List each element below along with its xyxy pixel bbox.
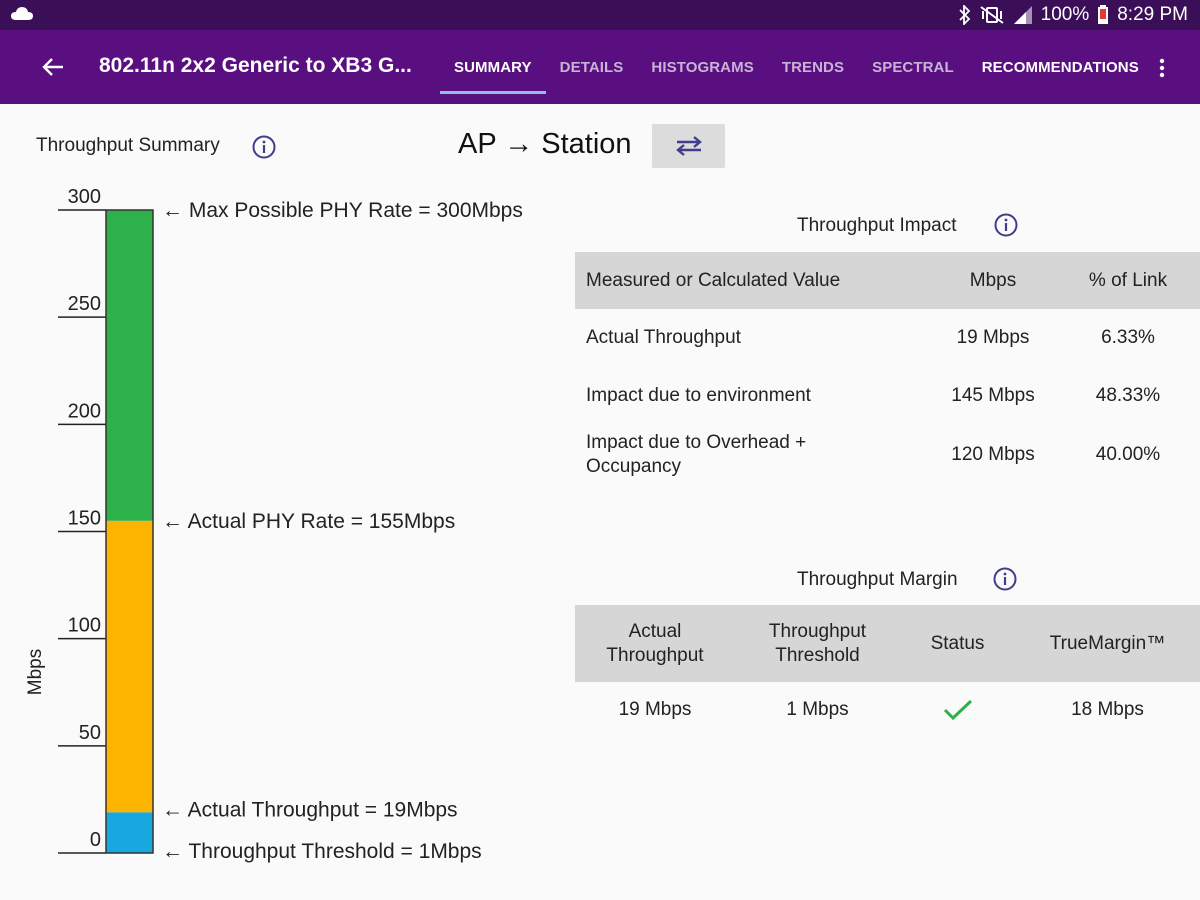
column-header: Actual Throughput — [606, 620, 704, 666]
overflow-menu-button[interactable] — [1148, 54, 1176, 82]
bar-outline — [105, 209, 154, 854]
y-tick-label: 150 — [68, 508, 101, 530]
battery-percent: 100% — [1040, 4, 1090, 25]
cloud-icon — [11, 7, 33, 20]
row-label: Impact due to environment — [586, 385, 811, 406]
y-tick-label: 300 — [68, 186, 101, 208]
tab-details[interactable]: DETAILS — [559, 58, 624, 76]
row-label: Impact due to Overhead + Occupancy — [586, 432, 807, 477]
more-vertical-icon — [1159, 58, 1165, 78]
y-tick-label: 0 — [90, 829, 101, 851]
bar-segment — [106, 520, 153, 813]
row-percent: 40.00% — [1095, 444, 1161, 465]
bar-segment — [106, 812, 153, 853]
status-cell — [900, 698, 1015, 722]
row-mbps: 19 Mbps — [956, 327, 1030, 348]
y-tick-label: 250 — [68, 293, 101, 315]
column-header: Status — [930, 632, 985, 654]
app-bar: 802.11n 2x2 Generic to XB3 G... SUMMARY … — [0, 30, 1200, 104]
table-row: Impact due to Overhead + Occupancy 120 M… — [575, 425, 1200, 485]
info-icon[interactable] — [252, 135, 276, 159]
table-row: Impact due to environment 145 Mbps 48.33… — [575, 367, 1200, 425]
column-header: % of Link — [1088, 269, 1168, 291]
tab-recommendations[interactable]: RECOMMENDATIONS — [981, 58, 1139, 76]
checkmark-icon — [943, 699, 972, 721]
swap-direction-button[interactable] — [652, 124, 725, 168]
tab-histograms[interactable]: HISTOGRAMS — [651, 58, 754, 76]
column-header: Throughput Threshold — [768, 620, 867, 666]
signal-icon — [1013, 6, 1032, 24]
column-header: TrueMargin™ — [1049, 632, 1166, 654]
chart-annotation: ← Max Possible PHY Rate = 300Mbps — [162, 199, 523, 222]
y-tick-label: 50 — [79, 722, 101, 744]
column-header: Measured or Calculated Value — [586, 269, 841, 291]
row-label: Actual Throughput — [586, 327, 741, 348]
y-tick-label: 200 — [68, 400, 101, 422]
info-icon[interactable] — [994, 213, 1018, 237]
bar-segment — [106, 210, 153, 521]
tab-bar: SUMMARY DETAILS HISTOGRAMS TRENDS SPECTR… — [440, 30, 1153, 104]
y-axis-label: Mbps — [25, 649, 46, 695]
table-header: Measured or Calculated Value Mbps % of L… — [575, 252, 1200, 309]
threshold-value: 1 Mbps — [786, 699, 849, 720]
swap-arrows-icon — [675, 136, 702, 156]
column-header: Mbps — [969, 269, 1017, 291]
y-tick-label: 100 — [68, 615, 101, 637]
page-title: 802.11n 2x2 Generic to XB3 G... — [99, 54, 412, 77]
battery-icon — [1098, 5, 1109, 24]
status-bar: 100% 8:29 PM — [0, 0, 1200, 30]
throughput-impact-table: Measured or Calculated Value Mbps % of L… — [575, 252, 1200, 485]
throughput-impact-title: Throughput Impact — [797, 215, 957, 236]
vibrate-mute-icon — [980, 6, 1004, 24]
table-row: 19 Mbps 1 Mbps 18 Mbps — [575, 682, 1200, 738]
throughput-summary-title: Throughput Summary — [36, 135, 220, 156]
clock: 8:29 PM — [1117, 4, 1188, 25]
direction-label: AP → Station — [458, 128, 632, 160]
back-button[interactable] — [36, 50, 70, 84]
info-icon[interactable] — [993, 567, 1017, 591]
table-row: Actual Throughput 19 Mbps 6.33% — [575, 309, 1200, 367]
chart-annotation: ← Throughput Threshold = 1Mbps — [162, 840, 482, 863]
true-margin-value: 18 Mbps — [1071, 699, 1144, 720]
row-mbps: 145 Mbps — [951, 385, 1035, 406]
table-header: Actual Throughput Throughput Threshold S… — [575, 605, 1200, 682]
row-mbps: 120 Mbps — [951, 444, 1035, 465]
tab-trends[interactable]: TRENDS — [781, 58, 845, 76]
tab-summary[interactable]: SUMMARY — [440, 30, 546, 104]
row-percent: 48.33% — [1095, 385, 1161, 406]
arrow-left-icon — [42, 58, 63, 76]
throughput-margin-table: Actual Throughput Throughput Threshold S… — [575, 605, 1200, 738]
throughput-bar-chart: Mbps 0 50 100 150 200 250 300 ← Max Possible P… — [25, 186, 523, 863]
chart-annotation: ← Actual Throughput = 19Mbps — [162, 798, 458, 821]
bluetooth-icon — [958, 5, 970, 25]
tab-spectral[interactable]: SPECTRAL — [872, 58, 954, 76]
chart-annotation: ← Actual PHY Rate = 155Mbps — [162, 510, 455, 533]
actual-throughput-value: 19 Mbps — [618, 699, 692, 720]
throughput-margin-title: Throughput Margin — [797, 569, 958, 590]
row-percent: 6.33% — [1101, 327, 1155, 348]
